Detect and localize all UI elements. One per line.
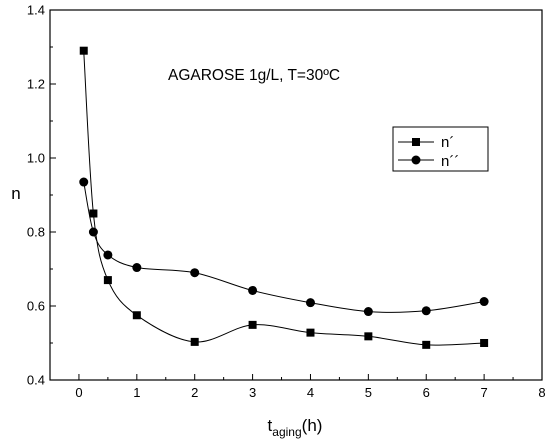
legend-square-marker: [412, 138, 420, 146]
legend-label-n-double-prime: n´´: [441, 153, 459, 170]
series-0-point: [248, 320, 257, 329]
x-tick-label: 6: [423, 385, 430, 400]
legend-circle-marker: [411, 155, 421, 165]
x-axis-label: taging(h): [268, 416, 323, 439]
x-tick-label: 7: [481, 385, 488, 400]
series-1-curve: [83, 181, 485, 313]
series-0-point: [190, 337, 199, 346]
series-1-point: [305, 298, 315, 308]
series-1-point: [363, 307, 373, 317]
series-0-curve: [83, 50, 485, 346]
data-markers: [79, 46, 489, 349]
x-tick-label: 4: [307, 385, 314, 400]
y-tick-label: 0.4: [27, 373, 45, 388]
series-0-point: [79, 46, 88, 55]
series-1-point: [421, 306, 431, 316]
series-0-point: [480, 339, 489, 347]
x-axis-label-subscript: aging: [272, 425, 301, 439]
series-0-point: [132, 311, 141, 320]
series-1-point: [248, 285, 258, 295]
y-tick-label: 1.0: [27, 151, 45, 166]
legend-label-n-prime: n´: [441, 134, 454, 151]
series-1-point: [132, 263, 142, 273]
y-tick-label: 0.6: [27, 299, 45, 314]
x-tick-label: 8: [538, 385, 545, 400]
series-0-point: [364, 332, 373, 341]
x-axis-label-main: t: [268, 416, 273, 435]
series-1-point: [79, 177, 89, 187]
series-1-point: [479, 297, 489, 307]
chart-annotation: AGAROSE 1g/L, T=30ºC: [168, 67, 340, 84]
x-axis-label-unit: (h): [302, 416, 323, 435]
x-tick-label: 1: [133, 385, 140, 400]
y-tick-label: 0.8: [27, 225, 45, 240]
x-tick-label: 2: [191, 385, 198, 400]
y-tick-label: 1.2: [27, 77, 45, 92]
fit-curves: [83, 50, 485, 346]
series-0-point: [89, 209, 98, 218]
legend: n´ n´´: [392, 126, 489, 172]
series-1-point: [103, 250, 113, 260]
series-0-point: [306, 328, 315, 337]
y-axis-label: n: [11, 184, 20, 203]
y-axis: 0.4 0.6 0.8 1.0 1.2 1.4: [27, 3, 56, 388]
x-tick-label: 0: [75, 385, 82, 400]
series-0-point: [422, 340, 431, 349]
series-0-point: [103, 276, 112, 285]
x-tick-label: 5: [365, 385, 372, 400]
x-axis: 0 1 2 3 4 5 6 7 8: [75, 374, 546, 400]
legend-box: [392, 126, 489, 172]
series-1-point: [190, 268, 200, 278]
y-tick-label: 1.4: [27, 3, 45, 18]
series-1-point: [88, 227, 98, 237]
x-tick-label: 3: [249, 385, 256, 400]
